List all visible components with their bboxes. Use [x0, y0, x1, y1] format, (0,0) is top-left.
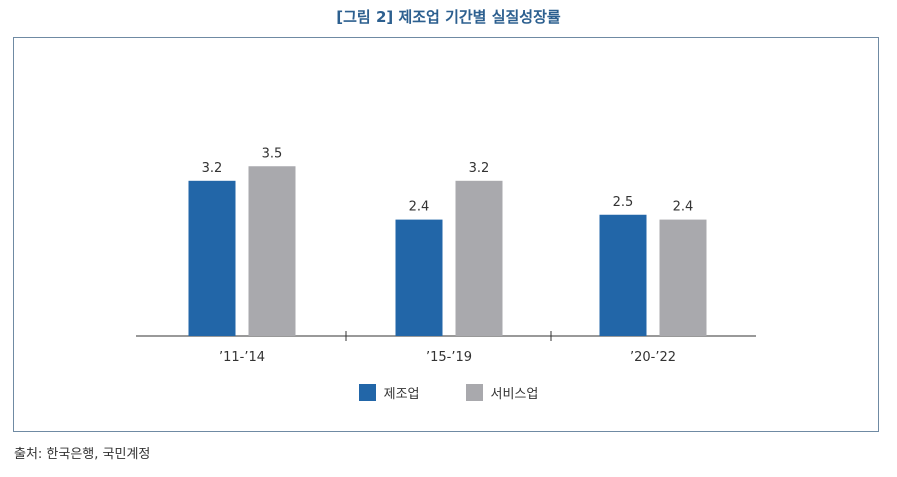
bar-services-1: [455, 180, 503, 336]
legend-label-services: 서비스업: [490, 387, 539, 402]
bar-manufacturing-2: [599, 214, 647, 336]
bar-manufacturing-0: [188, 180, 236, 336]
data-label-manufacturing-0: 3.2: [202, 161, 223, 176]
legend-swatch-services: [465, 384, 483, 401]
x-tick-label-2: ’20-’22: [630, 350, 676, 365]
source-note: 출처: 한국은행, 국민계정: [14, 447, 151, 462]
legend-label-manufacturing: 제조업: [383, 387, 420, 402]
bar-services-2: [659, 219, 707, 336]
legend-swatch-manufacturing: [358, 384, 376, 401]
chart-title: [그림 2] 제조업 기간별 실질성장률: [336, 8, 561, 26]
data-label-manufacturing-2: 2.5: [613, 195, 634, 210]
data-label-services-2: 2.4: [673, 200, 694, 215]
chart-frame: [13, 37, 879, 432]
bar-manufacturing-1: [395, 219, 443, 336]
x-tick-label-1: ’15-’19: [426, 350, 472, 365]
legend-item-manufacturing: 제조업: [358, 383, 420, 402]
x-tick-label-0: ’11-’14: [219, 350, 265, 365]
chart-legend: 제조업 서비스업: [0, 383, 897, 402]
bar-services-0: [248, 166, 296, 336]
data-label-services-1: 3.2: [469, 161, 490, 176]
data-label-services-0: 3.5: [262, 146, 283, 161]
data-label-manufacturing-1: 2.4: [409, 200, 430, 215]
legend-item-services: 서비스업: [465, 383, 539, 402]
